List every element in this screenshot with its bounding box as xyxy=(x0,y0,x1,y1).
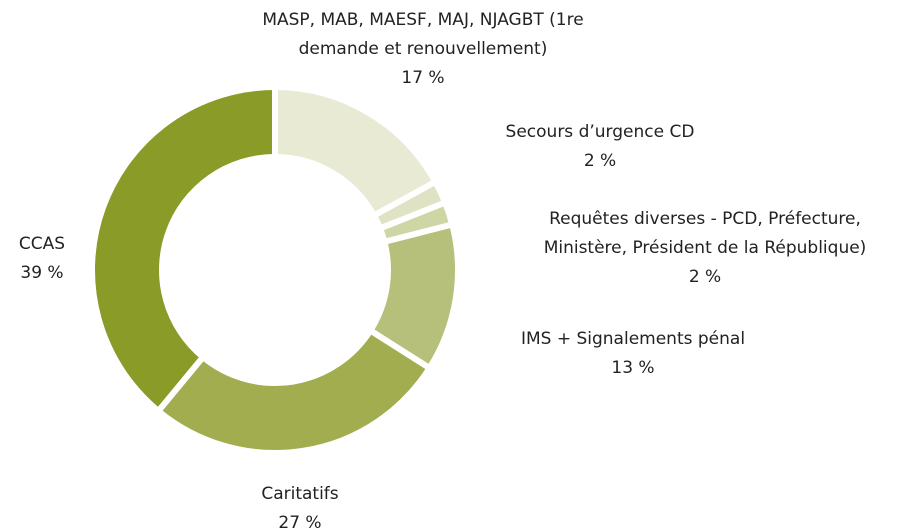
category-label: IMS + Signalements pénal xyxy=(520,329,746,349)
segment-label: Secours d’urgence CD 2 % xyxy=(470,118,730,176)
donut-segment xyxy=(89,83,278,416)
segment-label: Requêtes diverses - PCD, Préfecture, Min… xyxy=(505,205,903,292)
donut-segment xyxy=(154,326,434,456)
value-label: 39 % xyxy=(20,263,64,283)
value-label: 2 % xyxy=(688,267,722,287)
value-label: 2 % xyxy=(583,151,617,171)
segment-label: CCAS 39 % xyxy=(0,230,92,288)
value-label: 13 % xyxy=(611,358,655,378)
value-label: 27 % xyxy=(278,513,322,532)
value-label: 17 % xyxy=(401,68,445,88)
segment-label: MASP, MAB, MAESF, MAJ, NJAGBT (1re deman… xyxy=(233,6,613,93)
category-label: CCAS xyxy=(18,234,66,254)
category-label: Caritatifs xyxy=(261,484,339,504)
category-label: Requêtes diverses - PCD, Préfecture, Min… xyxy=(543,209,867,258)
segment-label: Caritatifs 27 % xyxy=(200,480,400,532)
category-label: Secours d’urgence CD xyxy=(505,122,695,142)
segment-label: IMS + Signalements pénal 13 % xyxy=(483,325,783,383)
category-label: MASP, MAB, MAESF, MAJ, NJAGBT (1re deman… xyxy=(262,10,584,59)
